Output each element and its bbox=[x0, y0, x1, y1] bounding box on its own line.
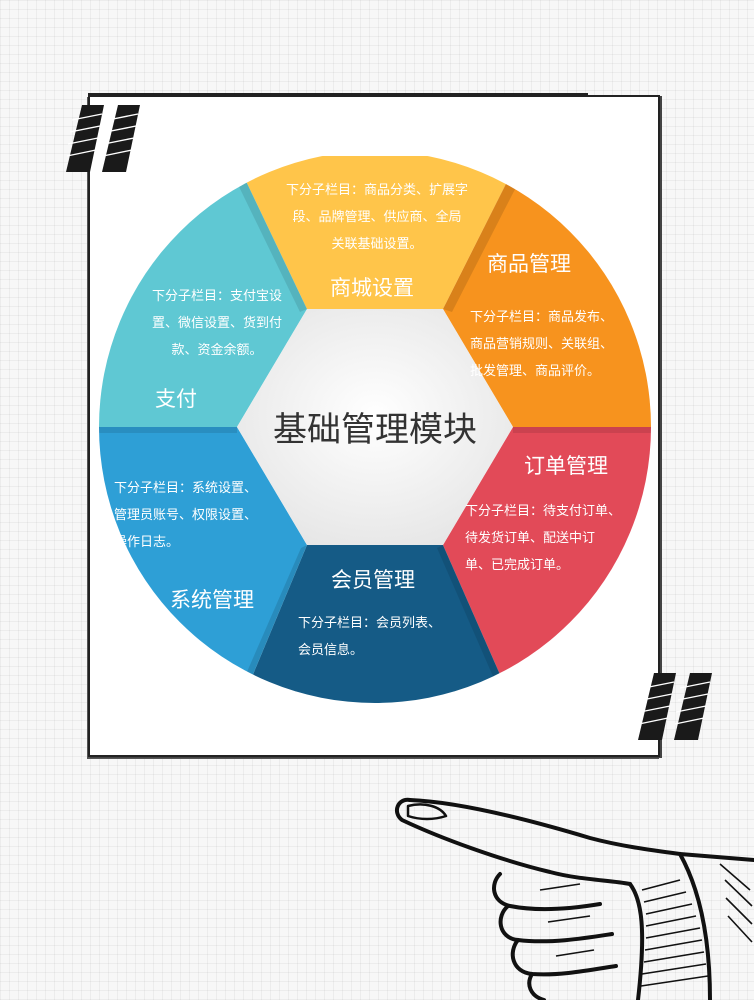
quote-close-icon bbox=[638, 673, 712, 740]
payment-title: 支付 bbox=[155, 387, 197, 411]
product-description: 下分子栏目：商品发布、 商品营销规则、关联组、 批发管理、商品评价。 bbox=[470, 310, 614, 379]
center-title: 基础管理模块 bbox=[273, 410, 477, 450]
mall-description: 下分子栏目：商品分类、扩展字 段、品牌管理、供应商、全局 关联基础设置。 bbox=[285, 183, 468, 252]
pointing-hand-icon bbox=[394, 797, 754, 1000]
segment-member[interactable] bbox=[234, 545, 520, 720]
frame-top-extension bbox=[88, 93, 588, 95]
mall-title: 商城设置 bbox=[330, 276, 414, 300]
center-hexagon bbox=[237, 309, 513, 545]
system-title: 系统管理 bbox=[170, 588, 254, 612]
order-title: 订单管理 bbox=[524, 454, 608, 478]
system-description: 下分子栏目：系统设置、 管理员账号、权限设置、 操作日志。 bbox=[114, 481, 258, 550]
segment-mall[interactable] bbox=[234, 156, 520, 309]
member-title: 会员管理 bbox=[331, 568, 415, 592]
order-description: 下分子栏目：待支付订单、 待发货订单、配送中订 单、已完成订单。 bbox=[465, 504, 622, 573]
product-title: 商品管理 bbox=[487, 252, 571, 276]
quote-open-icon bbox=[66, 105, 140, 172]
member-description: 下分子栏目：会员列表、 会员信息。 bbox=[298, 616, 442, 658]
payment-description: 下分子栏目：支付宝设 置、微信设置、货到付 款、资金余额。 bbox=[151, 289, 282, 358]
